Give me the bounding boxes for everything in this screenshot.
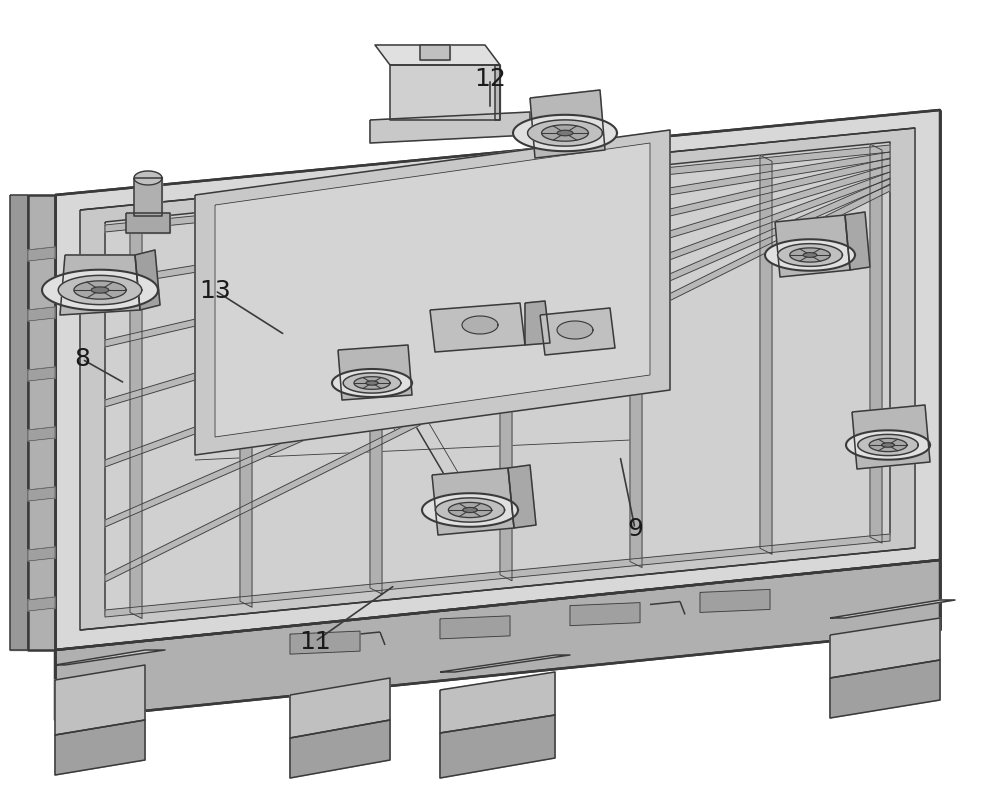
Polygon shape [869,438,907,452]
Polygon shape [134,171,162,185]
Polygon shape [845,212,870,270]
Polygon shape [448,503,492,517]
Polygon shape [790,248,830,262]
Polygon shape [10,195,28,650]
Polygon shape [557,130,573,136]
Text: 9: 9 [627,516,643,541]
Polygon shape [440,655,570,672]
Polygon shape [28,247,55,261]
Polygon shape [80,128,915,630]
Polygon shape [390,65,500,120]
Polygon shape [105,184,890,582]
Polygon shape [134,178,162,216]
Polygon shape [375,45,500,65]
Polygon shape [105,142,890,615]
Text: 8: 8 [74,347,90,371]
Polygon shape [420,45,450,60]
Polygon shape [28,307,55,321]
Polygon shape [55,560,940,720]
Polygon shape [332,369,412,397]
Text: 13: 13 [199,278,231,303]
Polygon shape [570,603,640,625]
Polygon shape [778,244,842,266]
Polygon shape [28,195,55,650]
Polygon shape [105,172,890,467]
Polygon shape [55,110,940,650]
Polygon shape [354,377,390,389]
Polygon shape [370,112,530,143]
Polygon shape [55,720,145,775]
Polygon shape [803,253,817,257]
Polygon shape [105,152,890,287]
Polygon shape [58,275,142,304]
Polygon shape [463,508,477,512]
Polygon shape [28,597,55,611]
Polygon shape [215,143,650,437]
Polygon shape [195,130,670,455]
Polygon shape [513,115,617,151]
Polygon shape [135,250,160,310]
Polygon shape [105,158,890,347]
Polygon shape [775,215,850,277]
Polygon shape [28,367,55,381]
Polygon shape [530,90,605,158]
Polygon shape [105,145,890,232]
Polygon shape [343,373,401,393]
Polygon shape [700,589,770,613]
Polygon shape [105,178,890,527]
Polygon shape [508,465,536,528]
Polygon shape [525,301,550,345]
Polygon shape [105,165,890,407]
Polygon shape [430,303,525,352]
Polygon shape [55,650,165,665]
Polygon shape [290,678,390,738]
Polygon shape [882,443,894,447]
Polygon shape [830,660,940,718]
Polygon shape [870,144,882,543]
Polygon shape [28,547,55,561]
Text: 11: 11 [299,629,331,654]
Polygon shape [338,345,412,400]
Polygon shape [760,155,772,554]
Polygon shape [830,618,940,678]
Polygon shape [557,321,593,339]
Polygon shape [846,430,930,460]
Polygon shape [74,281,126,299]
Polygon shape [422,493,518,527]
Polygon shape [126,213,170,233]
Polygon shape [495,65,500,120]
Polygon shape [528,120,602,146]
Polygon shape [852,405,930,469]
Polygon shape [55,665,145,735]
Polygon shape [765,239,855,270]
Polygon shape [540,308,615,355]
Polygon shape [28,487,55,501]
Polygon shape [290,631,360,654]
Text: 12: 12 [474,67,506,91]
Polygon shape [435,498,505,522]
Polygon shape [105,534,890,617]
Polygon shape [290,720,390,778]
Polygon shape [60,255,140,315]
Polygon shape [440,715,555,778]
Polygon shape [830,600,955,618]
Polygon shape [130,220,142,618]
Polygon shape [91,287,109,293]
Polygon shape [462,316,498,334]
Polygon shape [432,468,514,535]
Polygon shape [630,169,642,567]
Polygon shape [858,434,918,456]
Polygon shape [240,208,252,607]
Polygon shape [440,672,555,733]
Polygon shape [28,427,55,441]
Polygon shape [42,270,158,311]
Polygon shape [366,381,378,385]
Polygon shape [370,195,382,594]
Polygon shape [440,616,510,639]
Polygon shape [542,125,588,141]
Polygon shape [500,182,512,581]
